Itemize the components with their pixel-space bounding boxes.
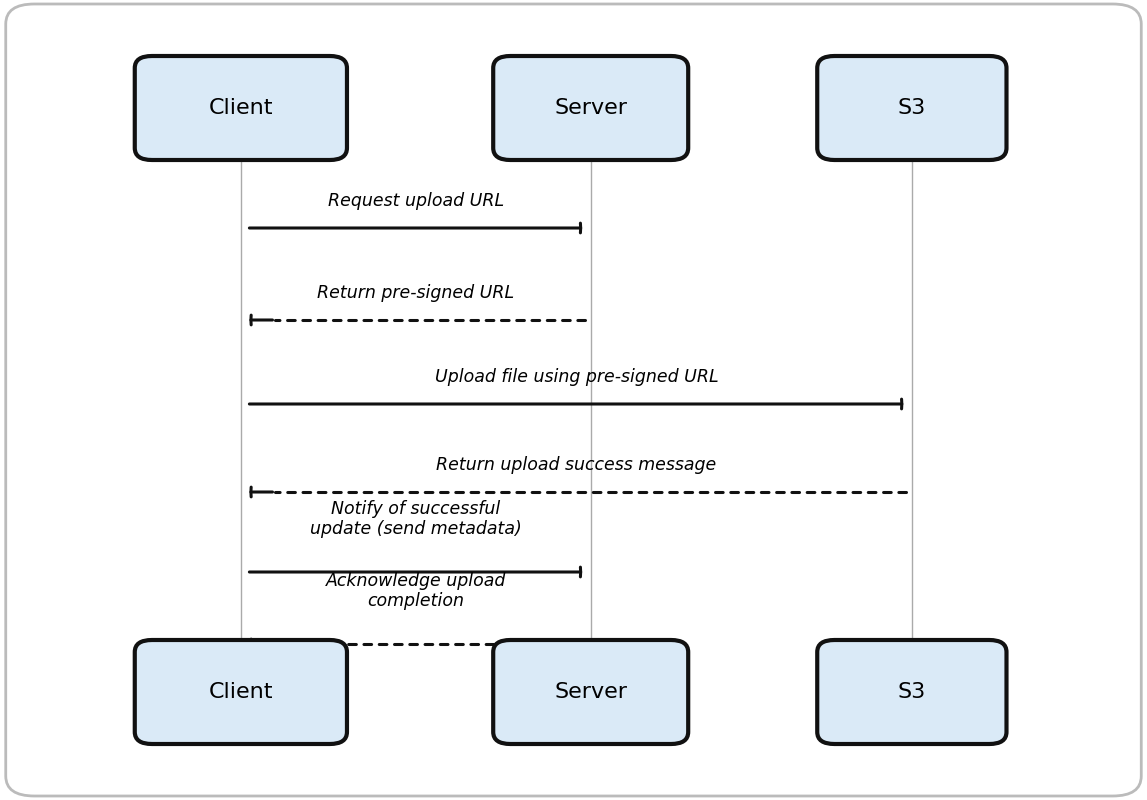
Text: Return upload success message: Return upload success message — [436, 456, 717, 474]
Text: Server: Server — [554, 98, 627, 118]
Text: Notify of successful
update (send metadata): Notify of successful update (send metada… — [310, 499, 522, 538]
FancyBboxPatch shape — [6, 4, 1141, 796]
FancyBboxPatch shape — [493, 56, 688, 160]
FancyBboxPatch shape — [493, 640, 688, 744]
Text: Acknowledge upload
completion: Acknowledge upload completion — [326, 571, 506, 610]
Text: S3: S3 — [898, 682, 926, 702]
Text: S3: S3 — [898, 98, 926, 118]
Text: Request upload URL: Request upload URL — [328, 192, 504, 210]
Text: Return pre-signed URL: Return pre-signed URL — [318, 284, 514, 302]
Text: Client: Client — [209, 682, 273, 702]
FancyBboxPatch shape — [135, 56, 346, 160]
Text: Server: Server — [554, 682, 627, 702]
FancyBboxPatch shape — [818, 640, 1007, 744]
Text: Upload file using pre-signed URL: Upload file using pre-signed URL — [435, 368, 718, 386]
Text: Client: Client — [209, 98, 273, 118]
FancyBboxPatch shape — [818, 56, 1007, 160]
FancyBboxPatch shape — [135, 640, 346, 744]
